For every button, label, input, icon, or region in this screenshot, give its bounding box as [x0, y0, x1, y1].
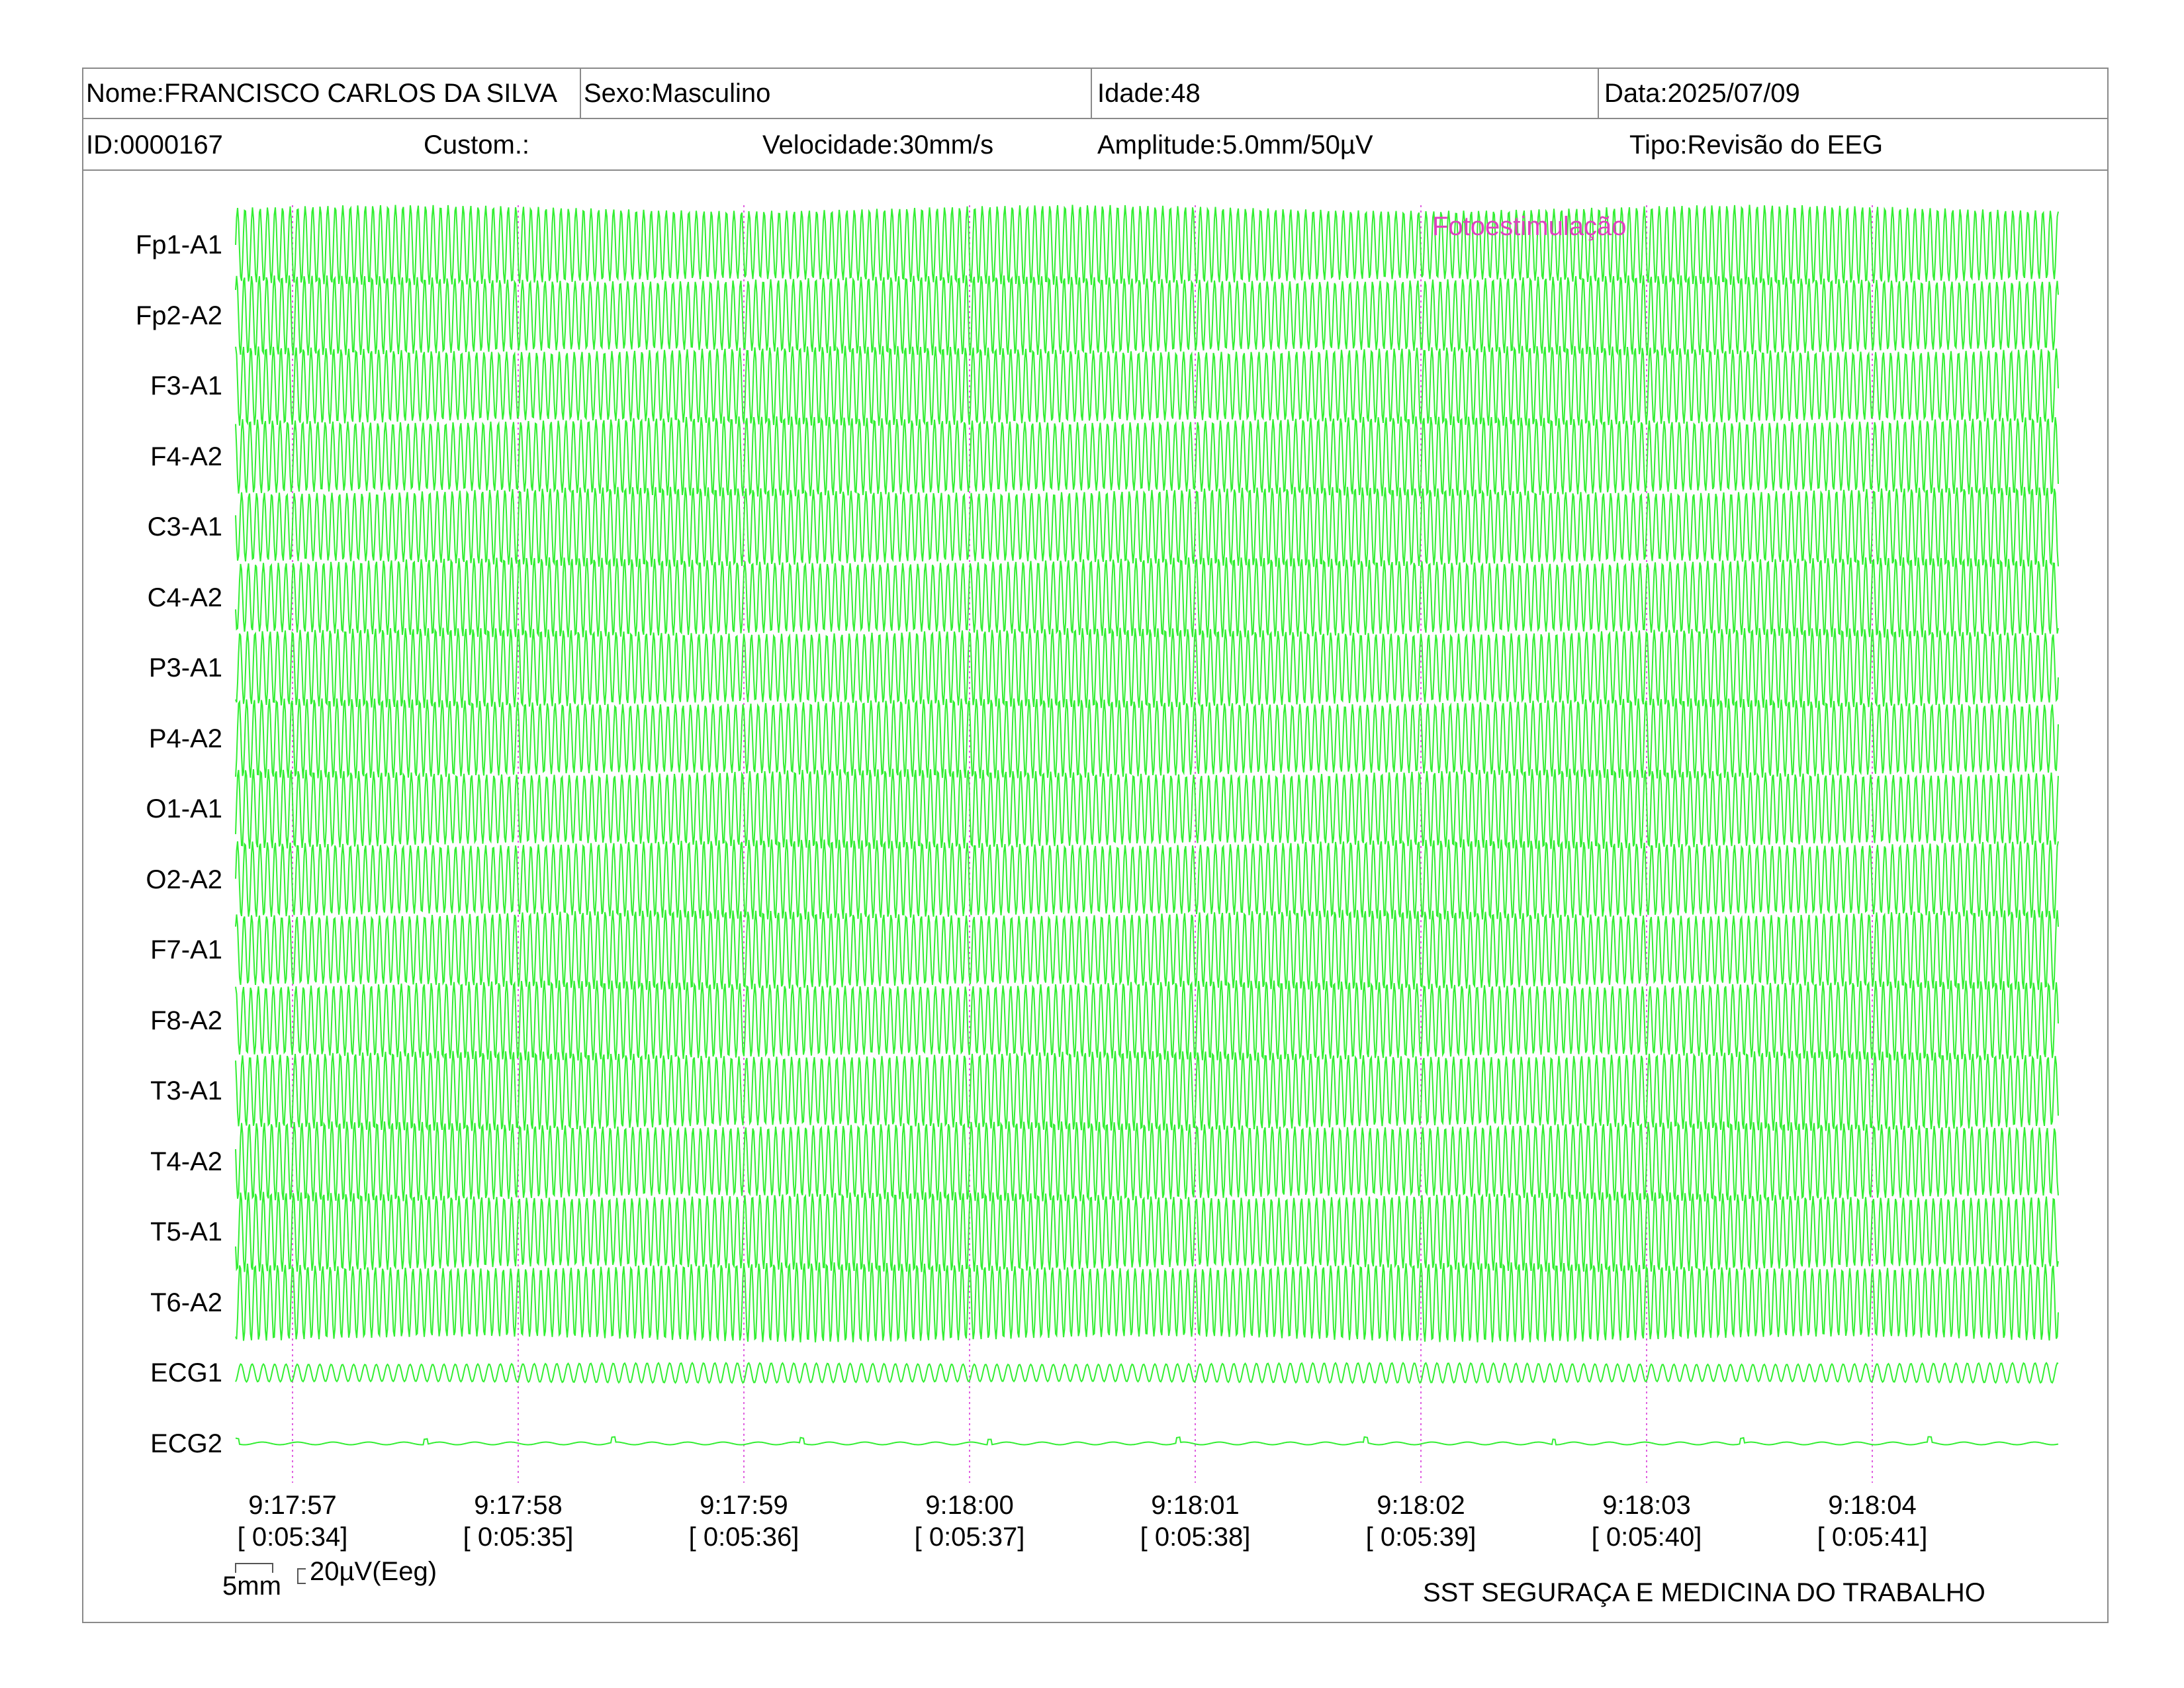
time-label: 9:18:00: [925, 1491, 1014, 1520]
patient-sex: Sexo:Masculino: [584, 79, 771, 108]
photostimulation-annotation: Fotoestimulação: [1432, 212, 1627, 241]
elapsed-time-label: [ 0:05:36]: [688, 1523, 799, 1552]
type-field: Tipo:Revisão do EEG: [1629, 130, 1884, 160]
channel-label: ECG1: [150, 1358, 222, 1387]
channel-trace: [235, 1362, 2059, 1384]
channel-trace: [235, 416, 2059, 497]
time-label: 9:17:59: [700, 1491, 788, 1520]
time-calibration-label: 5mm: [222, 1571, 281, 1601]
patient-age: Idade:48: [1097, 79, 1201, 108]
channel-trace: [235, 487, 2059, 567]
channel-label: Fp2-A2: [135, 301, 222, 330]
channel-trace: [235, 910, 2059, 990]
patient-name: Nome:FRANCISCO CARLOS DA SILVA: [86, 79, 558, 108]
amplitude-calibration-label: 20µV(Eeg): [310, 1557, 437, 1586]
custom-field: Custom.:: [424, 130, 530, 160]
elapsed-time-label: [ 0:05:39]: [1365, 1523, 1477, 1552]
time-label: 9:18:01: [1151, 1491, 1240, 1520]
elapsed-time-label: [ 0:05:40]: [1591, 1523, 1702, 1552]
channel-trace: [235, 1051, 2059, 1131]
organization-name: SST SEGURAÇA E MEDICINA DO TRABALHO: [1423, 1578, 1985, 1607]
channel-trace: [235, 628, 2059, 708]
amplitude-field: Amplitude:5.0mm/50µV: [1097, 130, 1373, 160]
channel-label: F7-A1: [150, 935, 222, 964]
channel-label: O1-A1: [146, 794, 222, 823]
exam-date: Data:2025/07/09: [1604, 79, 1800, 108]
channel-trace: [235, 980, 2059, 1061]
elapsed-time-label: [ 0:05:34]: [237, 1523, 348, 1552]
report-frame: [82, 68, 2109, 1623]
channel-trace: [235, 1192, 2059, 1272]
header-divider: [1598, 68, 1599, 118]
channel-label: O2-A2: [146, 865, 222, 894]
channel-label: F3-A1: [150, 371, 222, 400]
channel-label: Fp1-A1: [135, 230, 222, 259]
elapsed-time-label: [ 0:05:35]: [463, 1523, 574, 1552]
channel-trace: [235, 769, 2059, 849]
header-divider: [1091, 68, 1092, 118]
elapsed-time-label: [ 0:05:41]: [1817, 1523, 1928, 1552]
channel-label: C3-A1: [147, 512, 222, 541]
channel-trace: [235, 1262, 2059, 1342]
channel-trace: [235, 698, 2059, 778]
channel-trace: [235, 1121, 2059, 1201]
speed-field: Velocidade:30mm/s: [762, 130, 994, 160]
channel-trace: [235, 205, 2059, 285]
channel-trace: [235, 839, 2059, 919]
time-label: 9:18:04: [1828, 1491, 1917, 1520]
channel-label: T6-A2: [150, 1288, 222, 1317]
header-row-2: ID:0000167 Custom.: Velocidade:30mm/s Am…: [82, 119, 2109, 171]
time-label: 9:18:02: [1377, 1491, 1465, 1520]
header-row-1: Nome:FRANCISCO CARLOS DA SILVA Sexo:Masc…: [82, 68, 2109, 119]
channel-label: P4-A2: [148, 724, 222, 753]
channel-label: T4-A2: [150, 1147, 222, 1176]
channel-trace: [235, 557, 2059, 638]
channel-label: C4-A2: [147, 583, 222, 612]
channel-trace: [235, 275, 2059, 355]
elapsed-time-label: [ 0:05:37]: [914, 1523, 1025, 1552]
channel-label: T3-A1: [150, 1076, 222, 1105]
time-label: 9:18:03: [1602, 1491, 1691, 1520]
channel-trace: [235, 346, 2059, 426]
channel-label: P3-A1: [148, 653, 222, 682]
patient-id: ID:0000167: [86, 130, 223, 160]
time-label: 9:17:57: [248, 1491, 337, 1520]
channel-label: F4-A2: [150, 442, 222, 471]
channel-trace: [235, 1436, 2059, 1446]
elapsed-time-label: [ 0:05:38]: [1140, 1523, 1251, 1552]
channel-label: ECG2: [150, 1429, 222, 1458]
header-divider: [580, 68, 581, 118]
channel-label: T5-A1: [150, 1217, 222, 1246]
channel-label: F8-A2: [150, 1006, 222, 1035]
time-label: 9:17:58: [474, 1491, 563, 1520]
